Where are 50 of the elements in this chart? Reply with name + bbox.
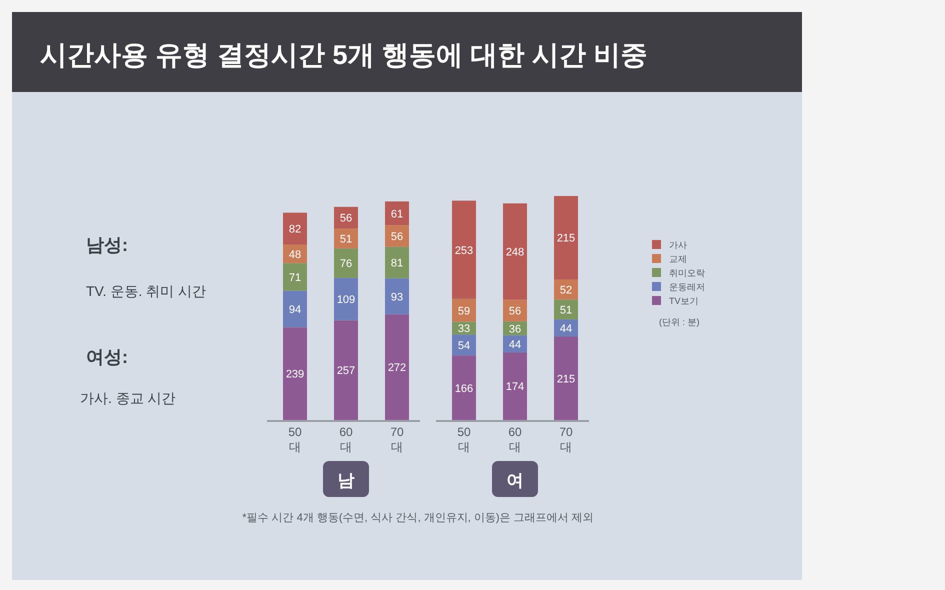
x-tick-label: 50대 [288,425,302,454]
legend-label: 교제 [669,254,687,264]
data-label: 52 [560,284,572,297]
data-label: 109 [336,294,356,306]
data-label: 93 [390,291,404,304]
data-label: 56 [340,212,352,225]
data-label: 215 [556,232,576,245]
data-label: 56 [390,230,404,243]
annotation: (단위 : 분) [659,317,700,327]
legend-label: 취미오락 [669,268,705,278]
data-label: 239 [286,368,304,381]
data-label: 61 [390,208,404,220]
legend-label: 운동레저 [669,282,705,292]
x-tick-label: 60대 [508,425,522,454]
data-label: 71 [288,272,302,284]
x-tick-label: 60대 [339,425,353,454]
data-label: 174 [506,381,524,394]
data-label: 51 [560,304,572,317]
data-label: 81 [390,258,404,270]
data-label: 44 [560,323,572,335]
data-label: 48 [288,248,302,261]
annotation: TV. 운동. 취미 시간 [86,283,206,299]
data-label: 94 [288,304,302,316]
data-label: 166 [454,382,474,395]
data-label: 44 [508,338,522,351]
legend-label: TV보기 [669,296,699,306]
title: 시간사용 유형 결정시간 5개 행동에 대한 시간 비중 [40,40,648,70]
data-label: 253 [454,244,474,257]
data-label: 257 [336,365,356,378]
data-label: 59 [458,305,470,318]
annotation: 여 [506,471,524,490]
data-label: 54 [458,340,470,352]
annotation: 남 [338,471,354,490]
legend-label: 가사 [669,240,687,250]
data-label: 36 [508,323,522,336]
x-tick-label: 50대 [457,425,471,454]
data-label: 51 [340,234,352,246]
data-label: 215 [556,373,576,386]
annotation: 남성: [86,235,128,255]
x-tick-label: 70대 [390,425,404,454]
annotation: 가사. 종교 시간 [80,390,176,406]
annotation: 여성: [86,347,128,367]
annotation: *필수 시간 4개 행동(수면, 식사 간식, 개인유지, 이동)은 그래프에서 제외 [242,512,594,524]
x-tick-label: 70대 [559,425,573,454]
data-label: 76 [340,258,352,270]
data-label: 56 [508,306,522,318]
data-label: 248 [506,246,524,259]
data-label: 272 [388,362,406,374]
data-label: 33 [458,323,470,336]
data-label: 82 [288,224,302,236]
